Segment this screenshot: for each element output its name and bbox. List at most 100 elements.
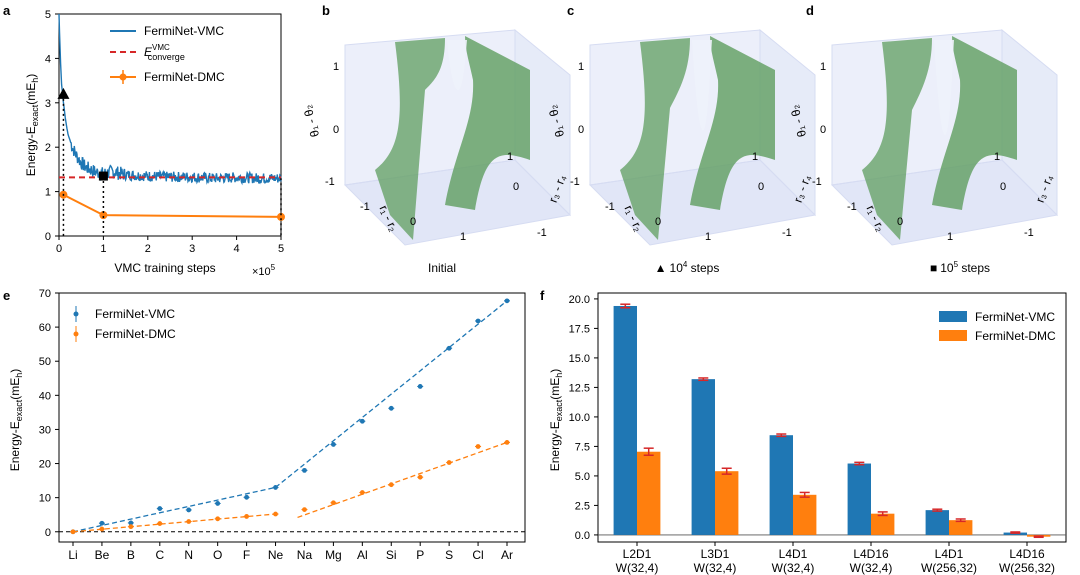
- y-tick-label: 20: [39, 459, 51, 471]
- element-label: Na: [297, 548, 313, 562]
- y-tick-label: 2.5: [575, 500, 590, 512]
- element-label: Li: [68, 548, 77, 562]
- dmc-bar: [871, 513, 895, 535]
- element-label: C: [155, 548, 164, 562]
- legend-e-vmc-label: FermiNet-VMC: [95, 307, 175, 321]
- surface-sheet-right: [932, 36, 1017, 210]
- config-label-width: W(32,4): [616, 561, 659, 575]
- legend-f-dmc-swatch: [939, 330, 967, 341]
- r34-tick-label: 0: [1000, 181, 1006, 193]
- dmc-point: [244, 514, 250, 519]
- x-tick-label: 5: [278, 243, 284, 255]
- panel-f: f 0.02.55.07.510.012.515.017.520.0L2D1W(…: [540, 288, 1067, 575]
- vmc-bar: [847, 463, 871, 535]
- y-tick-label: 70: [39, 288, 51, 300]
- y-tick-label: 10: [39, 493, 51, 505]
- dmc-point: [302, 507, 307, 512]
- surface-sheet-right: [445, 36, 530, 210]
- element-label: O: [213, 548, 222, 562]
- vmc-point: [504, 298, 510, 304]
- y-tick-label: 15.0: [569, 353, 590, 365]
- panel-b-caption: Initial: [428, 261, 456, 275]
- y-tick-label: 7.5: [575, 441, 590, 453]
- vmc-point: [99, 520, 105, 526]
- r34-tick-label: 0: [513, 181, 519, 193]
- fit-line-first-row: [72, 513, 276, 533]
- surface-gap: [692, 40, 712, 131]
- dmc-point: [215, 516, 221, 522]
- config-label-depth: L4D1: [935, 547, 964, 561]
- legend-f-vmc-swatch: [939, 311, 967, 322]
- panel-e-frame: [58, 292, 526, 543]
- panel-c-caption: ▲ 104 steps: [655, 260, 720, 275]
- x-tick-label: 4: [234, 243, 240, 255]
- triangle-marker: [57, 87, 70, 99]
- y-tick-label: 0: [45, 231, 51, 243]
- element-label: Si: [386, 548, 397, 562]
- y-tick-label: 50: [39, 356, 51, 368]
- dmc-bar: [637, 451, 661, 535]
- panel-d-caption: ■ 105 steps: [930, 260, 990, 275]
- panel-f-frame: [597, 292, 1067, 543]
- panel-a-xlabel: VMC training steps: [114, 261, 215, 275]
- panel-c-label: c: [567, 3, 574, 18]
- config-label-width: W(32,4): [694, 561, 737, 575]
- dmc-bar: [793, 494, 817, 535]
- panel-b-label: b: [322, 3, 330, 18]
- r34-tick-label: 1: [994, 151, 1000, 163]
- r12-tick-label: 1: [705, 231, 711, 243]
- y-tick-label: 17.5: [569, 323, 590, 335]
- element-label: N: [184, 548, 193, 562]
- theta-tick-label: 1: [578, 61, 584, 73]
- r12-tick-label: -1: [605, 201, 615, 213]
- r34-tick-label: -1: [782, 227, 792, 239]
- dmc-bar: [949, 520, 973, 535]
- panel-f-ylabel: Energy-Eexact(mEh): [548, 369, 564, 472]
- dmc-point: [475, 444, 481, 449]
- dmc-point: [273, 511, 278, 517]
- vmc-bar: [691, 379, 715, 535]
- y-tick-label: 20.0: [569, 294, 590, 306]
- r12-tick-label: 1: [460, 231, 466, 243]
- y-tick-label: 5: [45, 9, 51, 21]
- surface-sheet-left: [862, 38, 932, 240]
- y-tick-label: 5.0: [575, 471, 590, 483]
- x-tick-label: 2: [145, 243, 151, 255]
- square-marker: [98, 171, 108, 181]
- config-label-depth: L3D1: [701, 547, 730, 561]
- surface-sheet-left: [375, 38, 445, 240]
- legend-f-vmc-label: FermiNet-VMC: [975, 310, 1055, 324]
- panel-a-legend: FermiNet-VMC EVMC converge FermiNet-DMC: [110, 24, 225, 84]
- vmc-point: [128, 520, 134, 526]
- vmc-point: [475, 318, 481, 324]
- panel-e: e 0 10 20 30 40 50 60 70 Li Be B C N O F Ne Na Mg Al Si P S Cl…: [3, 288, 526, 562]
- panel-a-ylabel: Energy-Eexact(mEh): [24, 74, 40, 177]
- config-label-width: W(256,32): [999, 561, 1055, 575]
- y-tick-label: 40: [39, 390, 51, 402]
- element-label: Be: [95, 548, 110, 562]
- vmc-point: [215, 501, 221, 506]
- dmc-point: [277, 212, 285, 221]
- vmc-point: [359, 418, 365, 424]
- vmc-point: [417, 384, 423, 389]
- panel-e-axes: 0 10 20 30 40 50 60 70 Li Be B C N O F Ne Na Mg Al Si P S Cl Ar: [39, 288, 526, 562]
- element-label: Mg: [325, 548, 342, 562]
- surface-gap: [934, 40, 954, 135]
- panel-a: a 0 1 2 3 4 5 0 1 2 3 4 5 VMC training steps ×105 E…: [3, 3, 285, 278]
- r34-tick-label: 0: [758, 181, 764, 193]
- config-label-depth: L2D1: [623, 547, 652, 561]
- r12-tick-label: 0: [655, 216, 661, 228]
- surface-gap: [447, 40, 467, 90]
- config-label-depth: L4D16: [853, 547, 889, 561]
- dmc-point: [128, 524, 134, 530]
- theta-tick-label: 0: [333, 124, 339, 136]
- element-label: B: [127, 548, 135, 562]
- dmc-line: [62, 193, 282, 218]
- panel-a-axes: 0 1 2 3 4 5 0 1 2 3 4 5: [45, 9, 285, 255]
- legend-vmc-label: FermiNet-VMC: [144, 24, 224, 38]
- legend-conv-label: EVMC converge: [144, 43, 185, 62]
- x-tick-label: 3: [189, 243, 195, 255]
